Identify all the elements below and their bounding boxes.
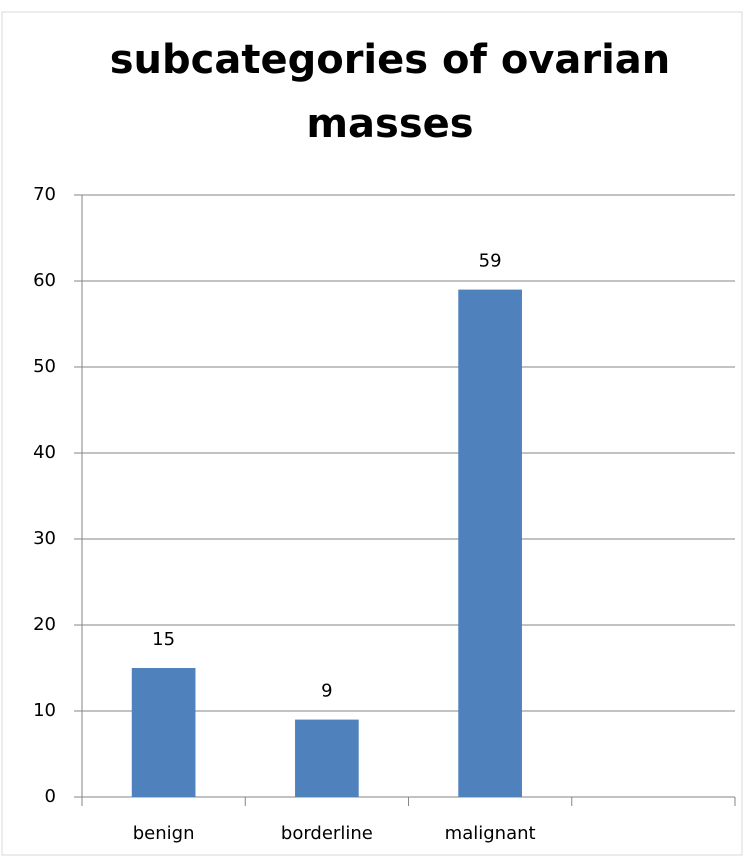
y-tick-label: 40 [33,442,56,463]
y-tick-label: 50 [33,356,56,377]
y-tick-label: 20 [33,614,56,635]
data-label: 59 [479,251,502,272]
x-tick-label: malignant [445,823,536,844]
bar [131,668,196,797]
data-label: 9 [321,681,332,702]
y-tick-label: 10 [33,700,56,721]
chart-border [1,11,743,856]
x-tick-label: benign [133,823,195,844]
y-tick-label: 0 [45,786,56,807]
bar [458,289,522,797]
x-tick-label: borderline [281,823,373,844]
data-label: 15 [152,629,175,650]
chart-title: subcategories of ovarian masses [109,37,671,147]
bar [295,719,359,797]
y-tick-label: 60 [33,270,56,291]
y-tick-label: 30 [33,528,56,549]
y-tick-label: 70 [33,184,56,205]
